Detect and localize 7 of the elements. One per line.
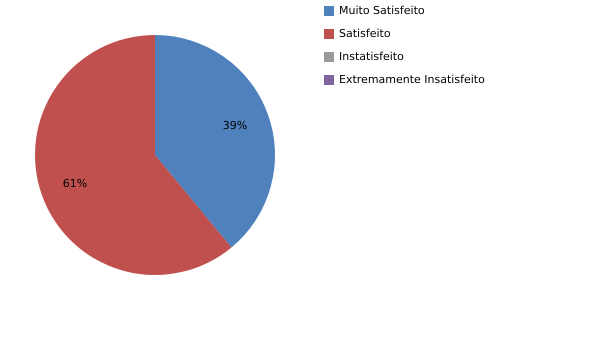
data-label: 61%: [62, 176, 88, 190]
data-label: 39%: [222, 119, 248, 132]
legend-label: Satisfeito: [339, 27, 391, 40]
pie-slice: [155, 35, 275, 248]
legend-label: Instatisfeito: [339, 50, 404, 63]
legend-label: Muito Satisfeito: [339, 4, 425, 17]
legend-label: Extremamente Insatisfeito: [339, 73, 486, 86]
